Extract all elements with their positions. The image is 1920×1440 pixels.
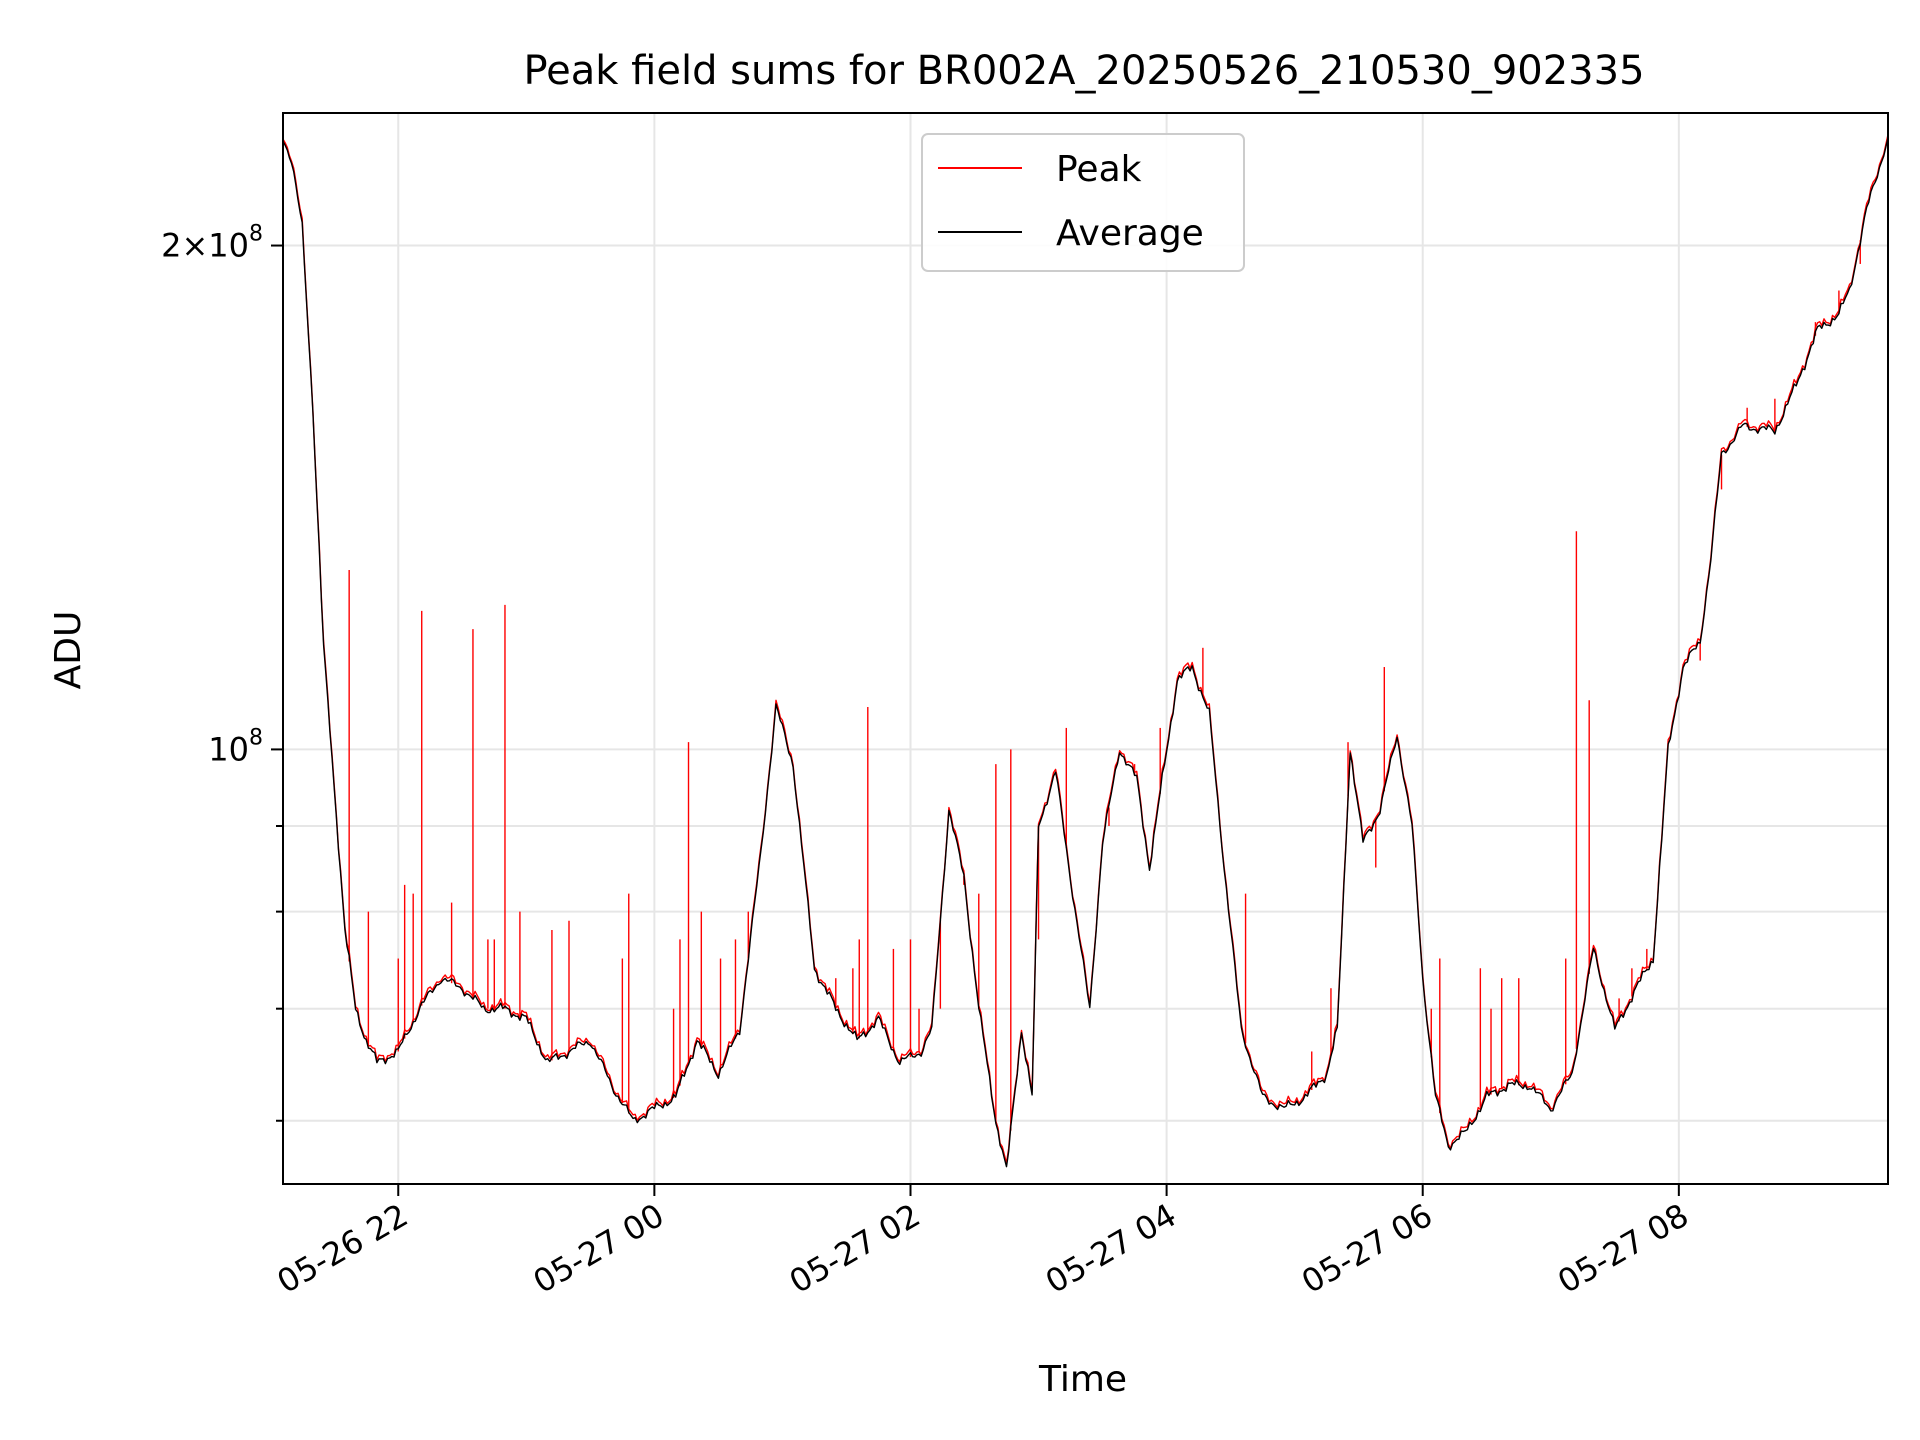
- y-minor-ticks: [276, 825, 283, 1122]
- gridlines: [283, 113, 1888, 1184]
- chart-title: Peak field sums for BR002A_20250526_2105…: [523, 48, 1644, 94]
- x-axis-label: Time: [1038, 1359, 1127, 1400]
- series-average-line: [282, 137, 1889, 1168]
- plot-frame: [282, 112, 1889, 1185]
- legend-peak-label: Peak: [1056, 149, 1142, 190]
- y-tick-label: 108: [208, 725, 263, 768]
- legend-average-label: Average: [1056, 213, 1204, 254]
- series: [282, 134, 1889, 1168]
- legend: Peak Average: [921, 133, 1245, 272]
- y-tick-label: 2×108: [161, 222, 263, 265]
- y-major-ticks: 108 2×108: [161, 222, 283, 768]
- y-axis-label: ADU: [48, 611, 89, 690]
- series-peak-spikes: [348, 240, 1861, 1131]
